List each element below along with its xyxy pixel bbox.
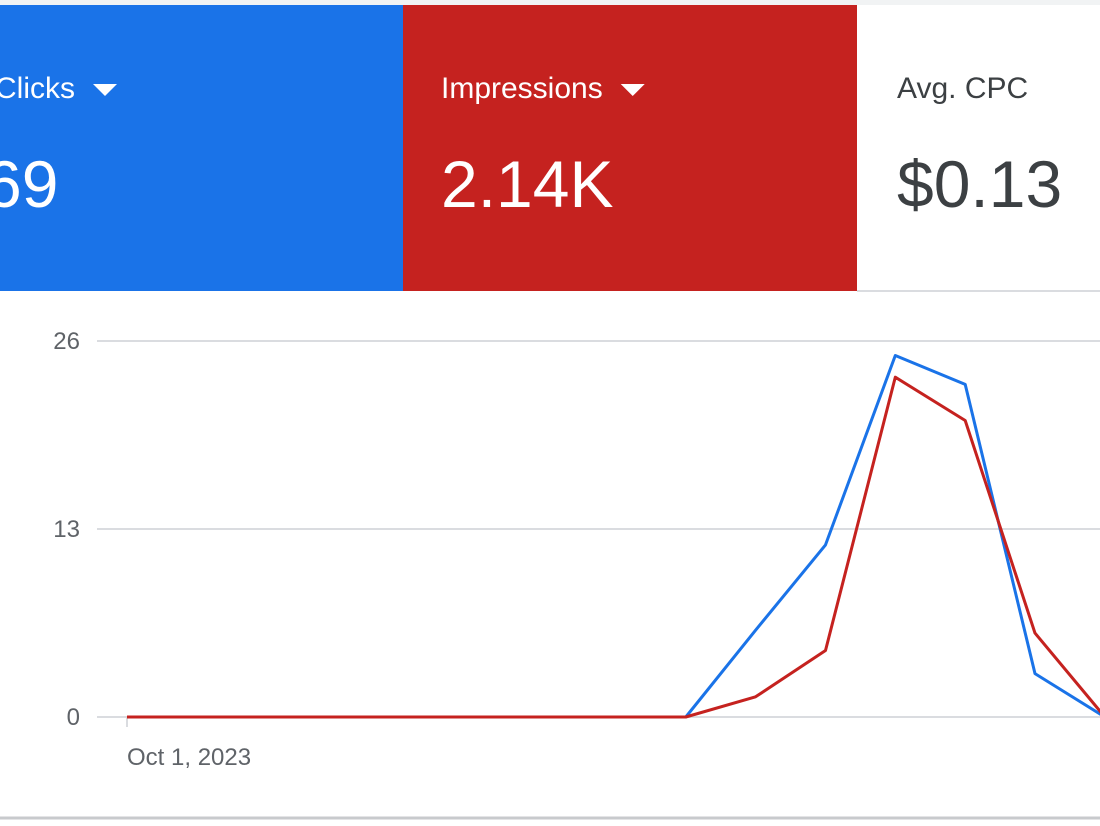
card-value: $0.13 — [897, 147, 1062, 221]
dropdown-arrow[interactable] — [620, 84, 645, 96]
card-background — [857, 5, 1100, 291]
y-tick-label: 13 — [53, 516, 80, 543]
x-tick-label: Oct 1, 2023 — [127, 744, 251, 771]
card-label: Impressions — [441, 72, 603, 105]
chart: 0 13 26 Oct 1, 2023 — [53, 328, 1100, 771]
card-value: 2.14K — [441, 147, 613, 221]
y-tick-label: 26 — [53, 328, 80, 355]
top-edge — [0, 0, 1100, 5]
metric-card[interactable]: Clicks 69 — [0, 5, 403, 291]
series-line — [127, 375, 1100, 719]
metric-cards: Clicks 69 Impressions 2.14K Avg. CPC $0.13 — [0, 5, 1100, 291]
card-background — [403, 5, 857, 291]
card-label: Clicks — [0, 72, 75, 105]
metric-card[interactable]: Impressions 2.14K — [403, 5, 857, 291]
dropdown-arrow[interactable] — [93, 84, 117, 96]
card-value: 69 — [0, 147, 58, 221]
metric-card[interactable]: Avg. CPC $0.13 — [857, 5, 1100, 291]
card-label: Avg. CPC — [897, 72, 1028, 105]
y-tick-label: 0 — [67, 704, 80, 731]
card-background — [0, 5, 403, 291]
